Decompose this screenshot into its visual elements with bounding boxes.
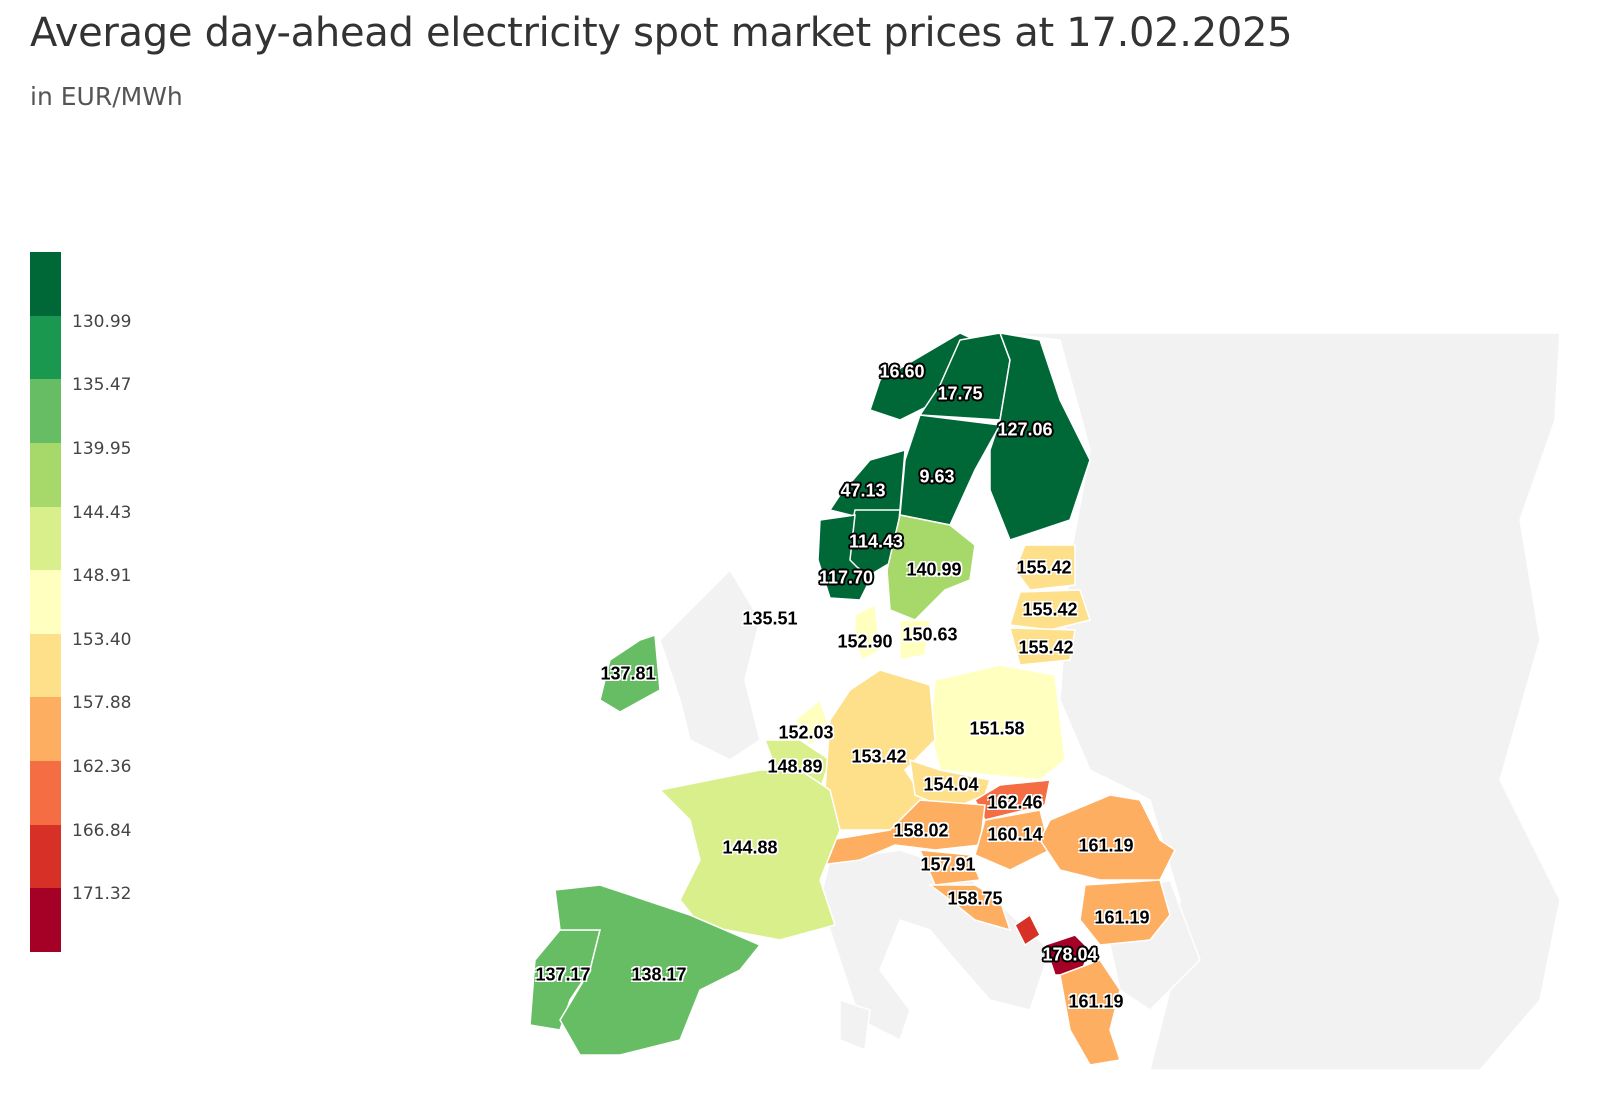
price-region[interactable] <box>927 884 1012 932</box>
land-shape <box>659 568 761 761</box>
legend-bin <box>30 570 61 634</box>
price-region[interactable] <box>1059 959 1121 1066</box>
price-label: 157.91 <box>920 854 976 875</box>
legend-bin <box>30 761 61 825</box>
legend-bin <box>30 506 61 571</box>
price-label: 137.17 <box>535 964 591 985</box>
legend-tick-label: 148.91 <box>72 566 132 587</box>
chart-subtitle: in EUR/MWh <box>30 82 183 111</box>
land-shape <box>839 998 871 1052</box>
price-label: 155.42 <box>1018 637 1074 658</box>
price-region[interactable] <box>1014 913 1041 947</box>
price-region[interactable] <box>658 769 841 941</box>
price-label: 140.99 <box>906 559 962 580</box>
price-label: 158.75 <box>947 888 1003 909</box>
price-region[interactable] <box>1044 934 1091 976</box>
price-label: 161.19 <box>1068 991 1124 1012</box>
price-region[interactable] <box>1009 589 1091 631</box>
legend-bin <box>30 697 61 761</box>
legend-bin <box>30 379 61 443</box>
legend-tick-label: 153.40 <box>72 629 132 650</box>
price-label: 155.42 <box>1022 599 1078 620</box>
price-region[interactable] <box>918 849 982 886</box>
legend-tick-label: 157.88 <box>72 693 132 714</box>
price-region[interactable] <box>1039 794 1176 881</box>
legend-bin <box>30 315 61 380</box>
price-label: 151.58 <box>969 718 1025 739</box>
legend-tick-label: 130.99 <box>72 311 132 332</box>
price-label: 153.42 <box>851 746 907 767</box>
price-regions <box>529 332 1176 1066</box>
price-label: 135.51 <box>742 608 798 629</box>
price-region[interactable] <box>817 514 871 601</box>
price-label: 16.60 <box>879 361 925 382</box>
price-label: 158.02 <box>893 820 949 841</box>
legend-tick-label: 139.95 <box>72 438 132 459</box>
legend-bin <box>30 442 61 507</box>
background-land <box>659 332 1561 1071</box>
price-region[interactable] <box>974 809 1051 871</box>
price-region[interactable] <box>929 664 1066 781</box>
price-label: 148.89 <box>767 756 823 777</box>
price-region[interactable] <box>1079 879 1171 946</box>
legend-bin <box>30 888 61 952</box>
legend-tick-label: 135.47 <box>72 375 132 396</box>
price-label: 138.17 <box>631 964 687 985</box>
price-region[interactable] <box>899 619 931 661</box>
price-label: 161.19 <box>1094 907 1150 928</box>
price-region[interactable] <box>599 633 661 713</box>
price-label: 152.90 <box>837 631 893 652</box>
price-label: 178.04 <box>1042 944 1098 965</box>
price-label: 114.43 <box>848 531 904 552</box>
price-label: 161.19 <box>1078 835 1134 856</box>
price-label: 162.46 <box>987 792 1043 813</box>
legend-tick-label: 166.84 <box>72 820 132 841</box>
price-label: 152.03 <box>778 722 834 743</box>
price-label: 137.81 <box>600 663 656 684</box>
price-region[interactable] <box>989 332 1091 541</box>
price-label: 17.75 <box>937 383 983 404</box>
legend-tick-label: 144.43 <box>72 502 132 523</box>
color-legend <box>30 252 61 952</box>
chart-title: Average day-ahead electricity spot marke… <box>30 10 1293 56</box>
price-label: 160.14 <box>987 824 1043 845</box>
legend-bin <box>30 252 61 316</box>
price-region[interactable] <box>1009 627 1076 666</box>
legend-tick-label: 171.32 <box>72 884 132 905</box>
price-region[interactable] <box>886 514 976 621</box>
price-label: 9.63 <box>919 466 955 487</box>
price-label: 47.13 <box>840 480 886 501</box>
price-region[interactable] <box>1014 544 1076 591</box>
legend-bin <box>30 633 61 698</box>
legend-tick-label: 162.36 <box>72 757 132 778</box>
price-region[interactable] <box>854 603 881 662</box>
price-label: 155.42 <box>1016 557 1072 578</box>
price-region[interactable] <box>554 884 762 1056</box>
price-label: 150.63 <box>902 624 958 645</box>
legend-bin <box>30 824 61 889</box>
price-label: 144.88 <box>722 837 778 858</box>
price-label: 127.06 <box>997 419 1053 440</box>
price-label: 154.04 <box>923 774 979 795</box>
price-label: 117.70 <box>818 567 874 588</box>
